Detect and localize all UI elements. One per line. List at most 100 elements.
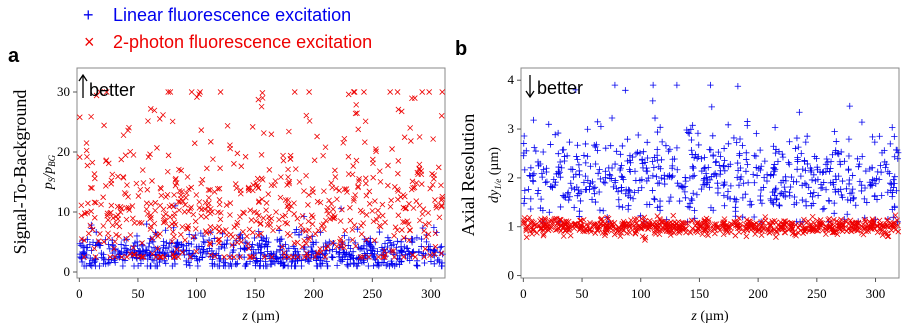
data-point (347, 204, 353, 211)
data-point (93, 92, 100, 99)
data-point (681, 183, 689, 190)
data-point (293, 226, 300, 233)
data-point (583, 186, 590, 193)
data-point (575, 161, 583, 169)
data-point (100, 260, 107, 267)
data-point (560, 233, 567, 239)
data-point (266, 167, 273, 173)
data-point (572, 86, 580, 94)
data-point (769, 199, 776, 206)
legend-label-2photon: 2-photon fluorescence excitation (113, 32, 372, 52)
data-point (81, 249, 88, 257)
data-point (629, 195, 637, 202)
x-tick-label: 150 (690, 286, 710, 301)
data-point (207, 187, 213, 193)
data-point (87, 184, 94, 191)
data-point (358, 231, 365, 237)
data-point (148, 215, 154, 221)
data-point (814, 192, 822, 199)
data-point (164, 168, 171, 175)
data-point (328, 253, 336, 261)
data-point (135, 193, 142, 199)
panel-b-ylabel-sub: dy1/e (µm) (487, 147, 503, 203)
data-point (324, 262, 331, 270)
data-point (113, 231, 119, 238)
data-point (423, 238, 430, 246)
data-point (753, 164, 760, 171)
data-point (781, 229, 788, 236)
data-point (658, 174, 665, 182)
data-point (674, 166, 681, 173)
data-point (185, 208, 192, 215)
data-point (695, 141, 702, 149)
panel-b-marks (520, 81, 902, 243)
data-point (809, 226, 815, 233)
x-tick-label: 250 (807, 286, 827, 301)
data-point (385, 237, 393, 244)
data-point (843, 185, 850, 193)
data-point (559, 192, 567, 199)
data-point (208, 260, 216, 267)
data-point (725, 163, 732, 170)
data-point (152, 207, 158, 214)
data-point (529, 219, 536, 226)
data-point (108, 237, 116, 244)
data-point (742, 168, 750, 175)
data-point (151, 262, 159, 270)
data-point (632, 225, 638, 231)
data-point (871, 138, 879, 146)
data-point (894, 149, 902, 156)
data-point (306, 227, 312, 234)
data-point (179, 249, 186, 256)
data-point (108, 202, 115, 209)
data-point (292, 248, 299, 256)
data-point (422, 246, 429, 252)
data-point (862, 167, 870, 175)
data-point (196, 199, 203, 205)
data-point (749, 171, 757, 178)
data-point (622, 190, 629, 197)
data-point (85, 230, 92, 237)
data-point (273, 209, 279, 215)
data-point (521, 166, 528, 174)
data-point (523, 227, 530, 234)
data-point (643, 139, 651, 146)
data-point (438, 250, 445, 257)
data-point (430, 176, 437, 182)
data-point (400, 219, 406, 225)
data-point (221, 254, 228, 260)
data-point (147, 106, 154, 112)
data-point (144, 186, 151, 193)
data-point (84, 153, 90, 160)
data-point (286, 128, 292, 135)
data-point (709, 132, 716, 140)
data-point (895, 228, 902, 235)
data-point (529, 231, 535, 237)
data-point (207, 241, 214, 248)
data-point (710, 151, 717, 159)
data-point (257, 257, 264, 265)
data-point (411, 184, 418, 191)
data-point (572, 171, 580, 178)
data-point (565, 196, 572, 204)
data-point (634, 149, 641, 156)
data-point (807, 164, 814, 172)
data-point (543, 168, 550, 176)
data-point (89, 159, 96, 166)
data-point (587, 219, 593, 226)
data-point (763, 177, 771, 185)
data-point (546, 218, 553, 224)
data-point (313, 262, 320, 270)
data-point (185, 186, 192, 192)
data-point (654, 157, 661, 164)
data-point (259, 196, 265, 203)
data-point (360, 257, 367, 264)
data-point (845, 165, 852, 173)
x-tick-label: 0 (76, 286, 83, 301)
data-point (779, 150, 786, 158)
data-point (895, 222, 901, 229)
data-point (649, 172, 657, 179)
data-point (894, 155, 901, 162)
data-point (295, 231, 303, 238)
data-point (540, 166, 547, 173)
